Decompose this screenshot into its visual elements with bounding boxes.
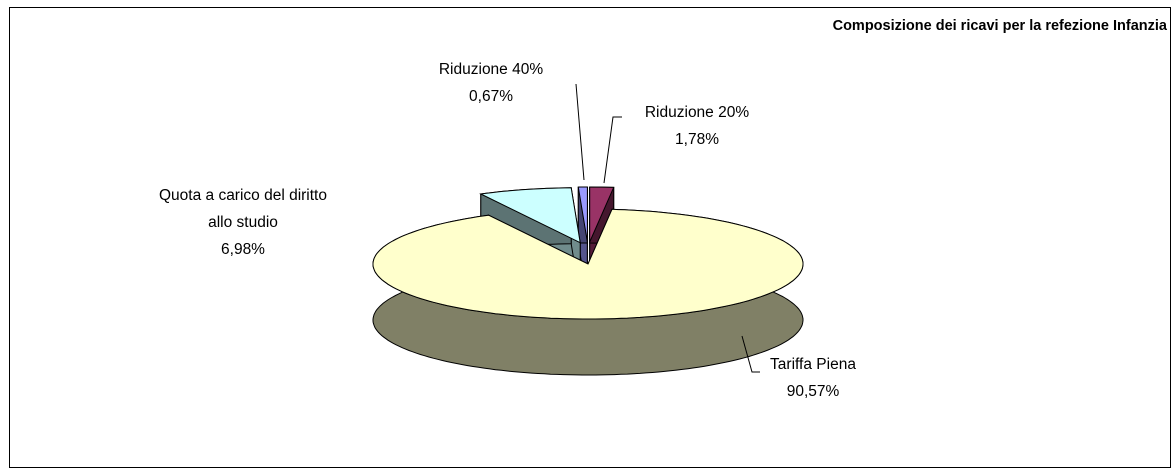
category-label: Riduzione 20% [644,104,750,121]
slice-label: Riduzione 20% 1,78% [645,99,749,153]
chart-frame [9,7,1171,468]
leader-line [741,335,760,373]
slice-label: Quota a carico del diritto allo studio 6,… [156,182,331,263]
value-label: 0,67% [469,88,513,105]
category-label: Quota a carico del diritto allo studio [158,187,327,231]
slice-top [577,186,588,243]
leader-line [603,116,622,184]
leader-lines [575,83,760,373]
category-label: Tariffa Piena [770,356,856,373]
slice-top [589,186,615,243]
category-label: Riduzione 40% [438,61,544,78]
slice-label: Riduzione 40% 0,67% [439,56,543,110]
slice-top [479,187,581,244]
leader-line [575,83,585,181]
chart-title: Composizione dei ricavi per la refezione… [832,18,1167,34]
value-label: 1,78% [675,131,719,148]
slice-top [372,208,804,320]
slice-label: Tariffa Piena 90,57% [770,351,856,405]
value-label: 90,57% [786,383,840,400]
value-label: 6,98% [221,241,265,258]
